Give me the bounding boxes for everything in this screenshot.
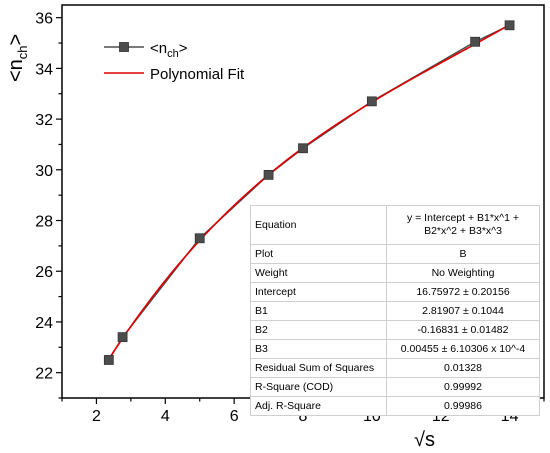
fit-value-b2: -0.16831 ± 0.01482	[386, 320, 540, 340]
y-tick-label: 34	[35, 61, 53, 78]
fit-row-intercept: Intercept 16.75972 ± 0.20156	[250, 282, 540, 302]
fit-row-adj-r-square: Adj. R-Square 0.99986	[250, 396, 540, 416]
data-point-marker	[194, 233, 205, 244]
fit-key-b1: B1	[250, 301, 387, 321]
data-point-marker	[103, 355, 114, 365]
y-axis-title: <nch>	[5, 34, 30, 82]
legend-data-label: <nch>	[150, 40, 188, 60]
fit-key-b3: B3	[250, 339, 387, 359]
y-tick-label: 24	[35, 315, 53, 332]
fit-key-weight: Weight	[250, 263, 387, 283]
fit-row-b1: B1 2.81907 ± 0.1044	[250, 301, 540, 321]
fit-key-equation: Equation	[250, 205, 387, 245]
x-axis-title: √s	[414, 429, 435, 451]
fit-results-table-container: Equation y = Intercept + B1*x^1 + B2*x^2…	[250, 205, 540, 416]
fit-row-rss: Residual Sum of Squares 0.01328	[250, 358, 540, 378]
fit-value-b3: 0.00455 ± 6.10306 x 10^-4	[386, 339, 540, 359]
fit-row-b3: B3 0.00455 ± 6.10306 x 10^-4	[250, 339, 540, 359]
x-tick-label: 2	[92, 408, 101, 425]
fit-row-plot: Plot B	[250, 244, 540, 264]
fit-key-b2: B2	[250, 320, 387, 340]
fit-key-intercept: Intercept	[250, 282, 387, 302]
x-tick-label: 6	[230, 408, 239, 425]
y-tick-label: 22	[35, 366, 53, 383]
data-point-marker	[366, 96, 377, 107]
y-axis-title-main: <n	[5, 59, 27, 82]
fit-value-r-square: 0.99992	[386, 377, 540, 397]
fit-row-equation: Equation y = Intercept + B1*x^1 + B2*x^2…	[250, 205, 540, 245]
y-tick-label: 36	[35, 11, 53, 28]
fit-value-b1: 2.81907 ± 0.1044	[386, 301, 540, 321]
data-point-marker	[504, 20, 515, 31]
y-tick-label: 28	[35, 214, 53, 231]
data-point-marker	[470, 36, 481, 47]
fit-row-r-square: R-Square (COD) 0.99992	[250, 377, 540, 397]
fit-row-weight: Weight No Weighting	[250, 263, 540, 283]
plot-series	[103, 20, 515, 365]
fit-key-plot: Plot	[250, 244, 387, 264]
fit-results-table: Equation y = Intercept + B1*x^1 + B2*x^2…	[250, 205, 540, 416]
y-axis-title-end: >	[5, 34, 27, 46]
y-tick-label: 26	[35, 264, 53, 281]
fit-value-intercept: 16.75972 ± 0.20156	[386, 282, 540, 302]
fit-value-equation: y = Intercept + B1*x^1 + B2*x^2 + B3*x^3	[386, 205, 540, 245]
y-axis-title-sub: ch	[15, 45, 30, 59]
x-axis-title-text: √s	[414, 429, 435, 451]
legend-data-marker	[119, 42, 129, 52]
fit-key-rss: Residual Sum of Squares	[250, 358, 387, 378]
y-tick-label: 30	[35, 163, 53, 180]
x-tick-label: 8	[299, 408, 308, 425]
y-tick-label: 32	[35, 112, 53, 129]
data-point-marker	[117, 332, 128, 343]
x-tick-label: 4	[161, 408, 170, 425]
data-point-marker	[298, 143, 308, 154]
legend: <nch> Polynomial Fit	[104, 40, 245, 83]
fit-row-b2: B2 -0.16831 ± 0.01482	[250, 320, 540, 340]
data-point-marker	[263, 169, 274, 180]
polynomial-fit-line	[108, 24, 510, 360]
legend-fit-label: Polynomial Fit	[150, 66, 245, 83]
fit-value-adj-r-square: 0.99986	[386, 396, 540, 416]
fit-value-plot: B	[386, 244, 540, 264]
fit-value-weight: No Weighting	[386, 263, 540, 283]
fit-value-rss: 0.01328	[386, 358, 540, 378]
fit-key-adj-r-square: Adj. R-Square	[250, 396, 387, 416]
fit-key-r-square: R-Square (COD)	[250, 377, 387, 397]
